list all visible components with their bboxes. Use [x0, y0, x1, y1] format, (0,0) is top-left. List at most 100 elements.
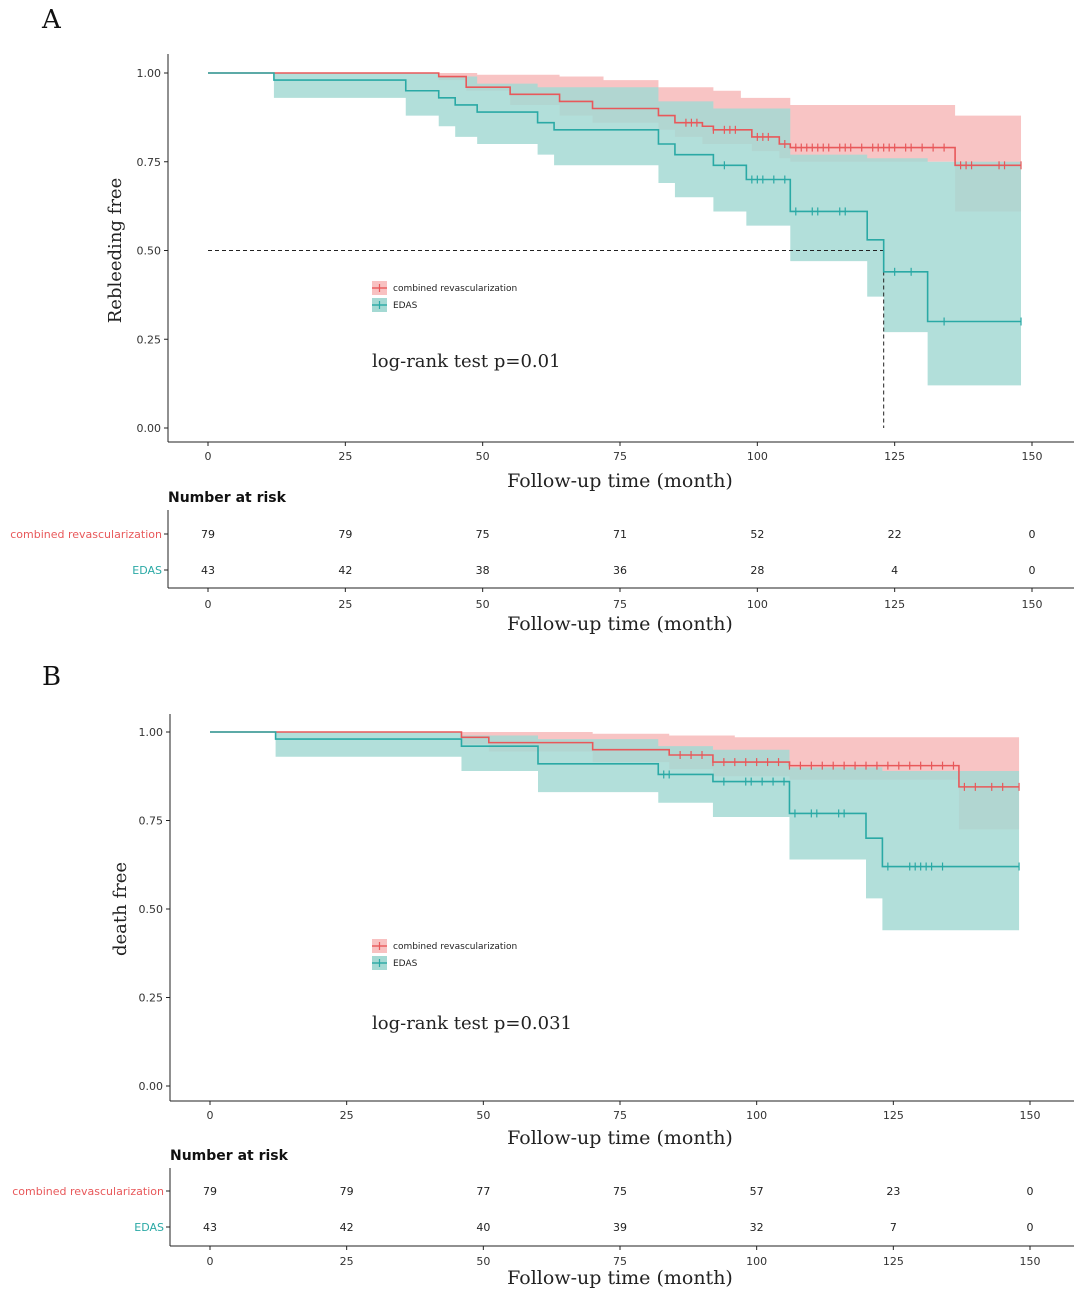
survival-curve-combined: [210, 731, 1020, 788]
y-tick-label: 0.25: [139, 992, 164, 1005]
risk-count-combined: 75: [613, 1185, 627, 1198]
risk-x-tick-label: 75: [613, 1255, 627, 1268]
risk-count-combined: 52: [750, 528, 764, 541]
risk-row-label-edas: EDAS: [134, 1221, 164, 1234]
x-tick-label: 150: [1022, 450, 1043, 463]
risk-table-title: Number at risk: [170, 1148, 289, 1164]
risk-count-combined: 79: [203, 1185, 217, 1198]
risk-count-edas: 32: [750, 1221, 764, 1234]
y-tick-label: 0.25: [137, 333, 162, 346]
risk-x-tick-label: 25: [338, 598, 352, 611]
risk-x-axis-title: Follow-up time (month): [507, 1267, 733, 1289]
risk-x-tick-label: 125: [884, 598, 905, 611]
x-tick-label: 50: [476, 1109, 490, 1122]
legend-label-edas: EDAS: [393, 301, 418, 311]
x-tick-label: 50: [476, 450, 490, 463]
ci-band-combined: [208, 73, 1022, 212]
risk-count-combined: 77: [476, 1185, 490, 1198]
risk-count-combined: 75: [476, 528, 490, 541]
x-tick-label: 150: [1020, 1109, 1041, 1122]
x-tick-label: 25: [338, 450, 352, 463]
risk-count-combined: 79: [338, 528, 352, 541]
panel-letter: B: [42, 662, 61, 692]
x-tick-label: 100: [747, 450, 768, 463]
y-tick-label: 1.00: [139, 726, 164, 739]
y-tick-label: 0.50: [137, 245, 162, 258]
risk-count-combined: 79: [340, 1185, 354, 1198]
legend: combined revascularization EDAS: [372, 939, 517, 970]
x-tick-label: 0: [207, 1109, 214, 1122]
legend: combined revascularization EDAS: [372, 281, 517, 312]
x-tick-label: 25: [340, 1109, 354, 1122]
y-tick-label: 1.00: [137, 67, 162, 80]
risk-row-label-combined: combined revascularization: [10, 528, 162, 541]
risk-count-edas: 43: [201, 564, 215, 577]
panel-b: B 0.00 0.25 0.50 0.75 1.00 0 25 50 75 100 125 150 Fol…: [12, 662, 1074, 1289]
risk-count-edas: 7: [890, 1221, 897, 1234]
risk-x-tick-label: 150: [1020, 1255, 1041, 1268]
risk-count-combined: 23: [886, 1185, 900, 1198]
panel-letter: A: [41, 5, 62, 35]
survival-curve-edas: [208, 72, 1022, 323]
risk-count-edas: 43: [203, 1221, 217, 1234]
y-tick-label: 0.75: [139, 815, 164, 828]
legend-label-combined: combined revascularization: [393, 942, 517, 952]
risk-table: Number at risk combined revascularization…: [12, 1148, 1074, 1289]
risk-count-edas: 40: [476, 1221, 490, 1234]
risk-table: Number at risk combined revascularization…: [10, 490, 1074, 635]
x-tick-label: 0: [205, 450, 212, 463]
x-tick-label: 75: [613, 1109, 627, 1122]
panel-a: A 0.00 0.25 0.50 0.75 1.00 0 25 50 75 100 125 150 Fol…: [10, 5, 1074, 635]
censor-marks-combined: [685, 118, 1022, 170]
x-axis-title: Follow-up time (month): [507, 470, 733, 492]
risk-row-label-combined: combined revascularization: [12, 1185, 164, 1198]
risk-count-edas: 28: [750, 564, 764, 577]
x-tick-label: 125: [883, 1109, 904, 1122]
risk-x-tick-label: 150: [1022, 598, 1043, 611]
x-tick-label: 75: [613, 450, 627, 463]
risk-x-tick-label: 100: [747, 598, 768, 611]
y-tick-label: 0.00: [139, 1080, 164, 1093]
risk-count-combined: 57: [750, 1185, 764, 1198]
x-tick-label: 100: [746, 1109, 767, 1122]
risk-x-tick-label: 125: [883, 1255, 904, 1268]
risk-x-tick-label: 0: [205, 598, 212, 611]
logrank-annotation: log-rank test p=0.031: [372, 1013, 572, 1034]
censor-marks-combined: [679, 751, 1020, 791]
risk-count-combined: 79: [201, 528, 215, 541]
risk-count-combined: 22: [888, 528, 902, 541]
y-axis-title: death free: [110, 862, 131, 956]
y-tick-label: 0.50: [139, 903, 164, 916]
risk-count-edas: 4: [891, 564, 898, 577]
risk-count-combined: 71: [613, 528, 627, 541]
risk-x-tick-label: 100: [746, 1255, 767, 1268]
x-axis-title: Follow-up time (month): [507, 1127, 733, 1149]
risk-count-edas: 39: [613, 1221, 627, 1234]
y-axis-title: Rebleeding free: [105, 178, 126, 323]
risk-x-axis-title: Follow-up time (month): [507, 613, 733, 635]
censor-marks-edas: [723, 161, 1022, 326]
survival-curve-edas: [210, 731, 1020, 868]
risk-x-tick-label: 50: [476, 1255, 490, 1268]
risk-x-tick-label: 75: [613, 598, 627, 611]
risk-table-title: Number at risk: [168, 490, 287, 506]
risk-x-tick-label: 25: [340, 1255, 354, 1268]
risk-count-edas: 38: [476, 564, 490, 577]
risk-x-tick-label: 50: [476, 598, 490, 611]
ci-band-edas: [208, 73, 1022, 386]
risk-count-edas: 36: [613, 564, 627, 577]
ci-band-edas: [210, 732, 1020, 931]
legend-label-combined: combined revascularization: [393, 284, 517, 294]
risk-count-edas: 0: [1029, 564, 1036, 577]
risk-count-edas: 42: [338, 564, 352, 577]
risk-count-edas: 0: [1027, 1221, 1034, 1234]
risk-row-label-edas: EDAS: [132, 564, 162, 577]
risk-count-edas: 42: [340, 1221, 354, 1234]
y-tick-label: 0.00: [137, 422, 162, 435]
x-tick-label: 125: [884, 450, 905, 463]
risk-count-combined: 0: [1029, 528, 1036, 541]
legend-label-edas: EDAS: [393, 959, 418, 969]
risk-x-tick-label: 0: [207, 1255, 214, 1268]
risk-count-combined: 0: [1027, 1185, 1034, 1198]
